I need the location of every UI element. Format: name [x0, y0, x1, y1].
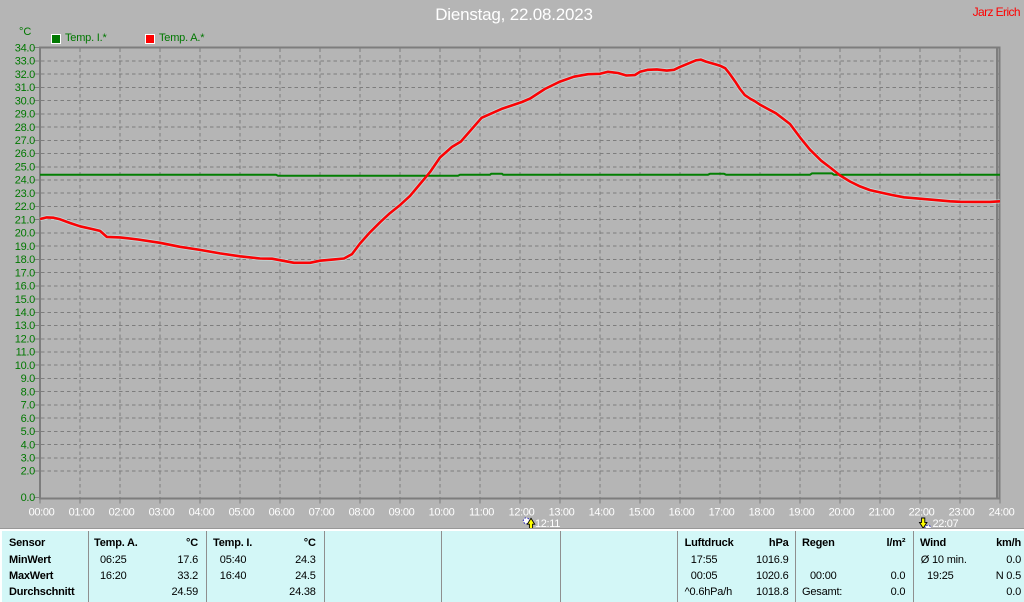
svg-text:5.0: 5.0 [21, 426, 36, 438]
svg-text:30.0: 30.0 [15, 95, 35, 107]
svg-text:27.0: 27.0 [15, 135, 35, 147]
svg-text:03:00: 03:00 [149, 507, 175, 519]
svg-text:21:00: 21:00 [869, 507, 895, 519]
svg-text:32.0: 32.0 [15, 69, 35, 81]
svg-text:00:00: 00:00 [29, 507, 55, 519]
svg-text:16.0: 16.0 [15, 281, 35, 293]
svg-text:31.0: 31.0 [15, 82, 35, 94]
svg-text:4.0: 4.0 [21, 439, 36, 451]
svg-text:19:00: 19:00 [789, 507, 815, 519]
svg-text:10:00: 10:00 [429, 507, 455, 519]
svg-text:33.0: 33.0 [15, 56, 35, 68]
svg-text:13:00: 13:00 [549, 507, 575, 519]
svg-text:16:00: 16:00 [669, 507, 695, 519]
svg-text:19.0: 19.0 [15, 241, 35, 253]
svg-text:23.0: 23.0 [15, 188, 35, 200]
svg-text:23:00: 23:00 [949, 507, 975, 519]
svg-text:0.0: 0.0 [21, 492, 36, 504]
svg-text:09:00: 09:00 [389, 507, 415, 519]
svg-text:06:00: 06:00 [269, 507, 295, 519]
svg-text:3.0: 3.0 [21, 453, 36, 465]
svg-text:22:00: 22:00 [909, 507, 935, 519]
svg-text:14.0: 14.0 [15, 307, 35, 319]
svg-text:7.0: 7.0 [21, 400, 36, 412]
svg-text:24:00: 24:00 [989, 507, 1015, 519]
svg-text:17.0: 17.0 [15, 267, 35, 279]
svg-text:14:00: 14:00 [589, 507, 615, 519]
svg-text:12.0: 12.0 [15, 334, 35, 346]
svg-text:15:00: 15:00 [629, 507, 655, 519]
svg-text:29.0: 29.0 [15, 109, 35, 121]
svg-text:04:00: 04:00 [189, 507, 215, 519]
svg-text:9.0: 9.0 [21, 373, 36, 385]
svg-text:17:00: 17:00 [709, 507, 735, 519]
svg-text:08:00: 08:00 [349, 507, 375, 519]
svg-text:13.0: 13.0 [15, 320, 35, 332]
svg-text:15.0: 15.0 [15, 294, 35, 306]
svg-text:25.0: 25.0 [15, 162, 35, 174]
svg-text:11:00: 11:00 [469, 507, 494, 519]
svg-text:10.0: 10.0 [15, 360, 35, 372]
svg-text:24.0: 24.0 [15, 175, 35, 187]
svg-text:22:07: 22:07 [933, 518, 959, 530]
svg-text:6.0: 6.0 [21, 413, 36, 425]
svg-text:12:11: 12:11 [535, 518, 560, 530]
svg-text:21.0: 21.0 [15, 214, 35, 226]
svg-text:34.0: 34.0 [15, 42, 35, 54]
svg-text:26.0: 26.0 [15, 148, 35, 160]
svg-text:20.0: 20.0 [15, 228, 35, 240]
svg-text:22.0: 22.0 [15, 201, 35, 213]
svg-text:8.0: 8.0 [21, 386, 36, 398]
svg-text:07:00: 07:00 [309, 507, 335, 519]
svg-text:28.0: 28.0 [15, 122, 35, 134]
svg-text:11.0: 11.0 [16, 347, 36, 359]
svg-text:02:00: 02:00 [109, 507, 135, 519]
svg-text:2.0: 2.0 [21, 466, 36, 478]
svg-text:12:00: 12:00 [509, 507, 535, 519]
svg-text:05:00: 05:00 [229, 507, 255, 519]
svg-text:18:00: 18:00 [749, 507, 775, 519]
svg-text:01:00: 01:00 [69, 507, 95, 519]
svg-text:20:00: 20:00 [829, 507, 855, 519]
svg-text:18.0: 18.0 [15, 254, 35, 266]
